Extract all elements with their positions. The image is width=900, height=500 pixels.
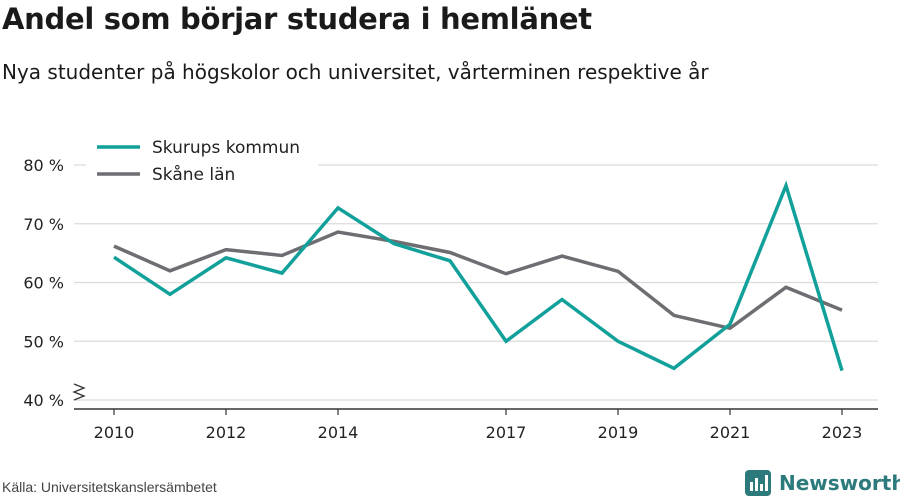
axis-break-mark	[72, 383, 86, 401]
x-tick-label: 2010	[94, 423, 135, 442]
brand-name: Newsworthy	[779, 471, 900, 495]
x-tick-label: 2014	[318, 423, 359, 442]
grid-lines	[74, 164, 878, 401]
newsworthy-logo-icon	[745, 470, 771, 496]
x-tick-label: 2019	[598, 423, 639, 442]
y-tick-label: 60 %	[23, 274, 64, 293]
x-tick-label: 2023	[822, 423, 863, 442]
x-axis: 2010 2012 2014 2017 2019 2021 2023	[74, 408, 878, 442]
legend-background	[86, 130, 318, 190]
series-line	[113, 180, 844, 372]
source-note: Källa: Universitetskanslersämbetet	[2, 479, 217, 495]
x-tick-label: 2012	[206, 423, 247, 442]
chart-title: Andel som börjar studera i hemlänet	[2, 2, 592, 36]
y-tick-label: 80 %	[23, 156, 64, 175]
legend: Skurups kommun Skåne län	[86, 130, 318, 190]
series-line	[113, 230, 843, 331]
legend-label: Skurups kommun	[152, 138, 300, 158]
x-tick-label: 2017	[486, 423, 527, 442]
y-tick-label: 40 %	[23, 391, 64, 410]
brand-logo: Newsworthy	[745, 469, 900, 497]
y-axis-ticks: 40 % 50 % 60 % 70 % 80 %	[23, 156, 86, 410]
x-tick-label: 2021	[710, 423, 751, 442]
y-tick-label: 70 %	[23, 215, 64, 234]
chart-subtitle: Nya studenter på högskolor och universit…	[2, 60, 709, 84]
y-tick-label: 50 %	[23, 332, 64, 351]
series-lines	[113, 180, 844, 372]
legend-label: Skåne län	[152, 164, 235, 185]
